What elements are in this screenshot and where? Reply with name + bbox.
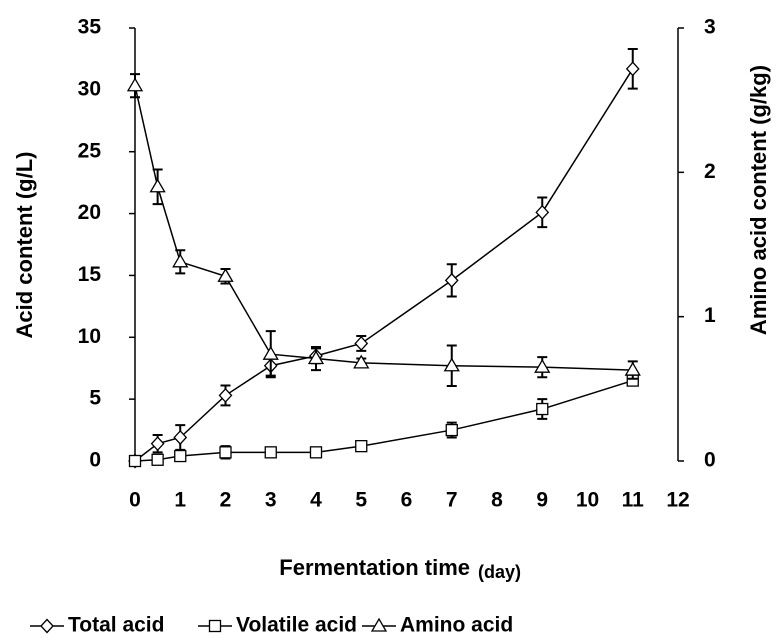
data-point — [309, 446, 323, 459]
series-line — [134, 379, 633, 462]
y-tick-label: 5 — [89, 387, 101, 410]
legend-marker — [40, 618, 54, 634]
y-tick-label: 30 — [78, 77, 101, 100]
x-tick-label: 5 — [355, 489, 367, 512]
series-line — [134, 85, 633, 371]
y-axis-title: Acid content (g/L) — [12, 152, 37, 339]
x-axis-title: Fermentation time — [279, 555, 470, 580]
legend-label: Total acid — [68, 614, 164, 637]
data-point — [354, 336, 369, 351]
data-point — [625, 61, 640, 77]
x-axis-unit: (day) — [478, 562, 521, 582]
y2-axis-title: Amino acid content (g/kg) — [746, 65, 771, 335]
data-point — [536, 402, 549, 416]
x-tick-label: 2 — [220, 489, 232, 512]
x-tick-label: 8 — [491, 489, 503, 512]
series-line — [134, 68, 634, 462]
legend-marker — [208, 619, 222, 633]
x-tick-label: 1 — [174, 489, 186, 512]
x-tick-label: 10 — [576, 489, 599, 512]
y-tick-label: 10 — [78, 325, 101, 348]
y-tick-label: 25 — [78, 139, 102, 162]
data-point — [174, 449, 187, 463]
data-point — [173, 430, 188, 445]
legend-marker — [370, 617, 388, 632]
y2-tick-label: 0 — [704, 449, 716, 472]
data-point — [172, 253, 189, 268]
x-tick-label: 0 — [129, 489, 141, 512]
data-point — [355, 440, 368, 453]
y-tick-label: 0 — [89, 449, 101, 472]
y-tick-label: 15 — [78, 263, 102, 286]
data-point — [219, 446, 232, 459]
data-point — [264, 446, 277, 459]
x-tick-label: 9 — [536, 489, 548, 512]
x-tick-label: 11 — [622, 489, 645, 512]
y2-tick-label: 3 — [704, 16, 716, 39]
data-point — [151, 453, 164, 466]
data-point — [535, 204, 550, 220]
x-tick-label: 6 — [401, 489, 413, 512]
y2-tick-label: 2 — [704, 160, 716, 183]
x-tick-label: 3 — [265, 489, 277, 512]
data-point — [218, 387, 233, 403]
data-point — [445, 423, 458, 437]
data-point — [534, 358, 551, 373]
data-point — [443, 357, 460, 372]
legend-label: Volatile acid — [236, 614, 357, 637]
data-point — [217, 267, 234, 282]
y2-tick-label: 1 — [704, 304, 716, 327]
data-point — [126, 77, 144, 92]
y-tick-label: 35 — [78, 16, 102, 39]
data-point — [149, 178, 166, 193]
y-tick-label: 20 — [78, 201, 101, 224]
data-point — [150, 436, 165, 452]
data-point — [307, 350, 325, 365]
legend-label: Amino acid — [400, 614, 513, 637]
data-point — [624, 361, 641, 376]
x-tick-label: 12 — [666, 489, 689, 512]
x-tick-label: 4 — [310, 489, 322, 512]
data-point — [353, 354, 370, 369]
data-point — [444, 272, 459, 288]
data-point — [128, 454, 142, 468]
data-point — [262, 345, 279, 360]
x-tick-label: 7 — [446, 489, 458, 512]
